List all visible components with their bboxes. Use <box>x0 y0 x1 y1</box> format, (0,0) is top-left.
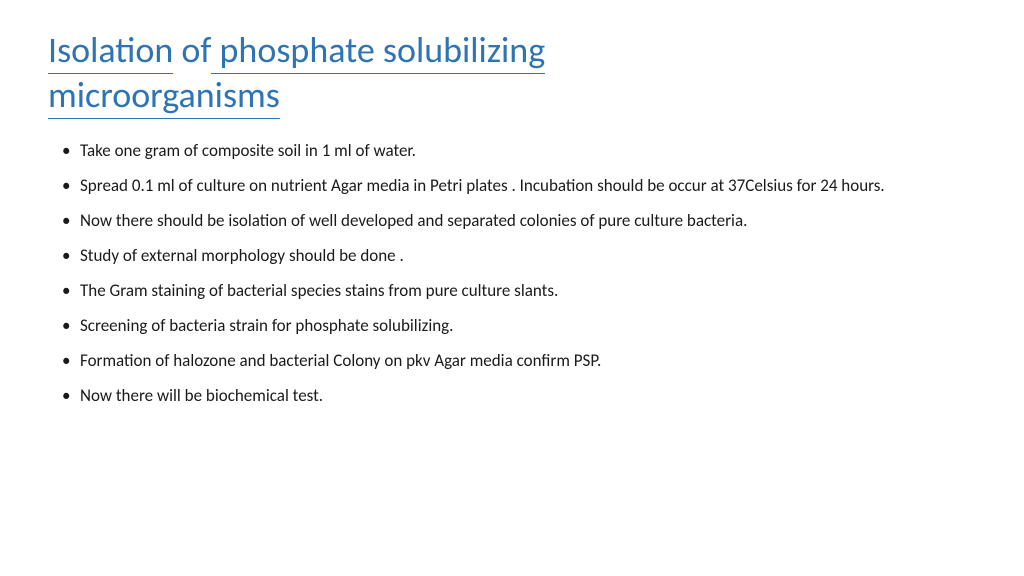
list-item: Screening of bacteria strain for phospha… <box>66 315 976 338</box>
title-fragment: Isolation <box>48 28 173 74</box>
list-item: The Gram staining of bacterial species s… <box>66 280 976 303</box>
list-item: Spread 0.1 ml of culture on nutrient Aga… <box>66 175 976 198</box>
title-fragment: microorganisms <box>48 73 280 119</box>
list-item: Take one gram of composite soil in 1 ml … <box>66 140 976 163</box>
list-item: Now there will be biochemical test. <box>66 385 976 408</box>
title-fragment: solubilizing <box>375 28 545 74</box>
list-item: Study of external morphology should be d… <box>66 245 976 268</box>
title-fragment: phosphate <box>211 28 374 74</box>
list-item: Now there should be isolation of well de… <box>66 210 976 233</box>
title-fragment: of <box>173 28 211 72</box>
bullet-list: Take one gram of composite soil in 1 ml … <box>48 140 976 408</box>
slide-title: Isolation of phosphate solubilizing micro… <box>48 28 976 118</box>
list-item: Formation of halozone and bacterial Colo… <box>66 350 976 373</box>
